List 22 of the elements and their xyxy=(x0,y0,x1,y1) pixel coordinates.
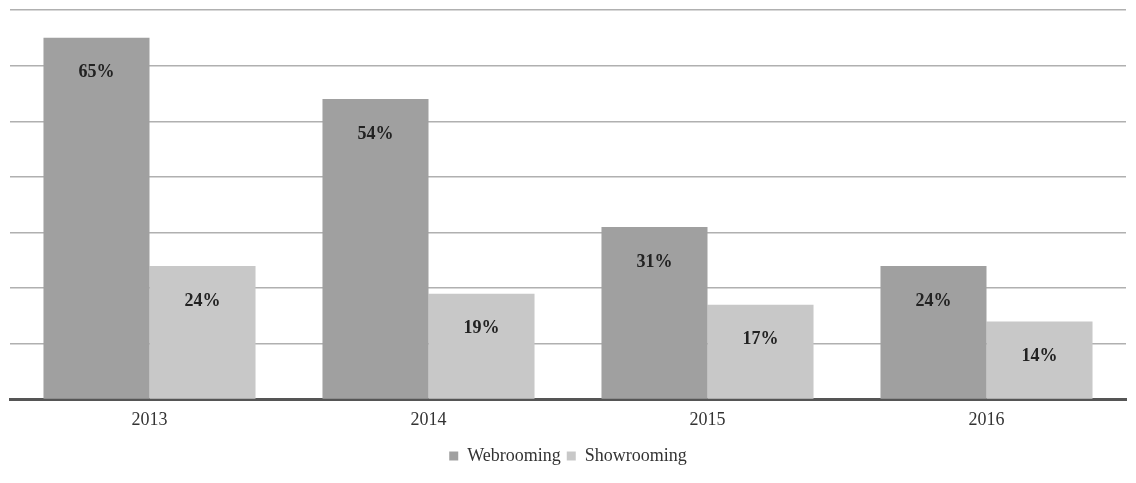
bar xyxy=(601,226,708,399)
legend-label: Showrooming xyxy=(584,444,687,465)
bar xyxy=(880,265,987,399)
x-tick-label: 2013 xyxy=(131,408,168,429)
bar xyxy=(322,99,429,399)
bar xyxy=(149,265,256,399)
data-label: 24% xyxy=(184,289,221,310)
x-tick-label: 2015 xyxy=(689,408,726,429)
bar xyxy=(707,304,814,399)
x-tick-label: 2014 xyxy=(410,408,447,429)
bar xyxy=(428,293,535,399)
bar xyxy=(43,37,150,399)
data-label: 65% xyxy=(78,61,115,82)
data-label: 17% xyxy=(742,328,779,349)
data-label: 31% xyxy=(636,250,673,271)
data-label: 19% xyxy=(463,317,500,338)
data-label: 54% xyxy=(357,122,394,143)
x-tick-label: 2016 xyxy=(968,408,1005,429)
legend-label: Webrooming xyxy=(467,444,561,465)
bar xyxy=(986,321,1093,399)
data-label: 14% xyxy=(1021,345,1058,366)
data-label: 24% xyxy=(915,289,952,310)
